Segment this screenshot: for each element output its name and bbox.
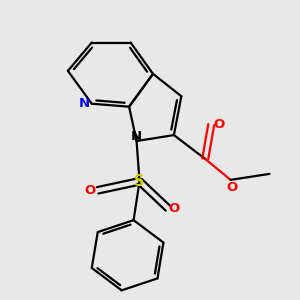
Text: O: O bbox=[213, 118, 224, 131]
Text: S: S bbox=[134, 174, 145, 189]
Text: O: O bbox=[169, 202, 180, 215]
Text: O: O bbox=[85, 184, 96, 197]
Text: N: N bbox=[79, 97, 90, 110]
Text: N: N bbox=[131, 130, 142, 143]
Text: O: O bbox=[226, 181, 238, 194]
